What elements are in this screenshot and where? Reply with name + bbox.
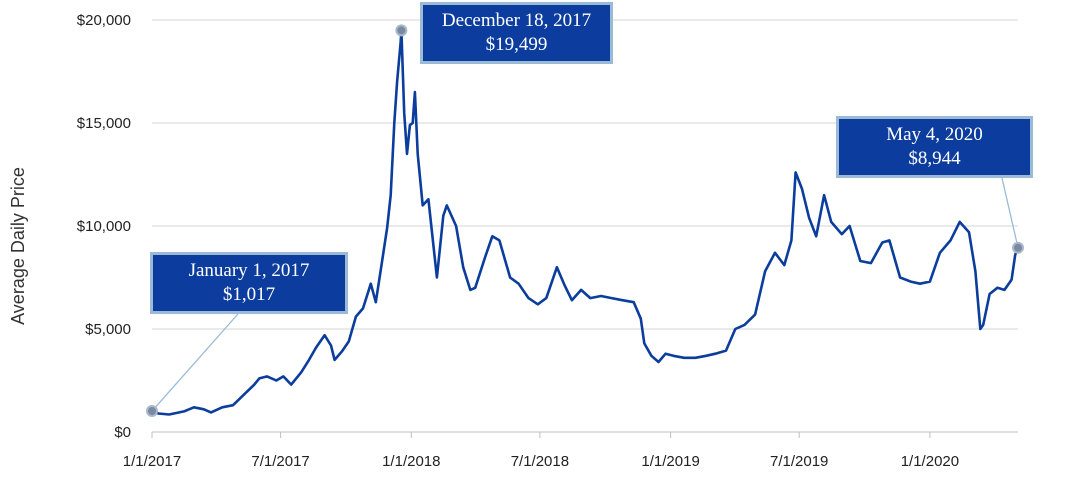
annotation-marker xyxy=(1012,241,1024,254)
x-tick-label: 1/1/2017 xyxy=(123,453,181,470)
annotation-marker xyxy=(146,405,158,418)
price-series-line xyxy=(150,29,1020,416)
x-tick-label: 7/1/2018 xyxy=(511,453,569,470)
x-tick-label: 7/1/2019 xyxy=(770,453,828,470)
annotation-price: $8,944 xyxy=(908,148,961,169)
annotation-markers xyxy=(146,24,1024,418)
annotation-leader xyxy=(151,313,239,412)
annotation-leaders xyxy=(151,177,1019,412)
annotation-price: $19,499 xyxy=(485,34,548,55)
x-axis xyxy=(151,431,1018,438)
y-axis-label: Average Daily Price xyxy=(8,167,28,325)
annotation-date: May 4, 2020 xyxy=(886,124,983,145)
y-tick-label: $5,000 xyxy=(85,321,131,338)
annotation-date: January 1, 2017 xyxy=(188,260,310,281)
x-tick-labels: 1/1/2017 7/1/2017 1/1/2018 7/1/2018 1/1/2019… xyxy=(123,453,959,470)
annotation-leader xyxy=(1001,177,1019,248)
x-tick-label: 1/1/2019 xyxy=(641,453,699,470)
y-tick-label: $15,000 xyxy=(77,115,131,132)
x-tick-label: 1/1/2018 xyxy=(382,453,440,470)
annotation-marker xyxy=(395,24,408,37)
annotation-price: $1,017 xyxy=(222,284,276,305)
x-tick-label: 7/1/2017 xyxy=(251,453,309,470)
annotation-december-2017: December 18, 2017 $19,499 xyxy=(420,2,613,64)
y-tick-label: $0 xyxy=(114,424,131,441)
annotation-may-2020: May 4, 2020 $8,944 xyxy=(836,116,1033,178)
x-tick-label: 1/1/2020 xyxy=(901,453,959,470)
y-tick-label: $10,000 xyxy=(77,218,131,235)
annotation-date: December 18, 2017 xyxy=(441,10,592,31)
annotation-january-2017: January 1, 2017 $1,017 xyxy=(150,252,348,314)
y-tick-labels: $0 $5,000 $10,000 $15,000 $20,000 xyxy=(77,12,131,441)
y-tick-label: $20,000 xyxy=(77,12,131,29)
